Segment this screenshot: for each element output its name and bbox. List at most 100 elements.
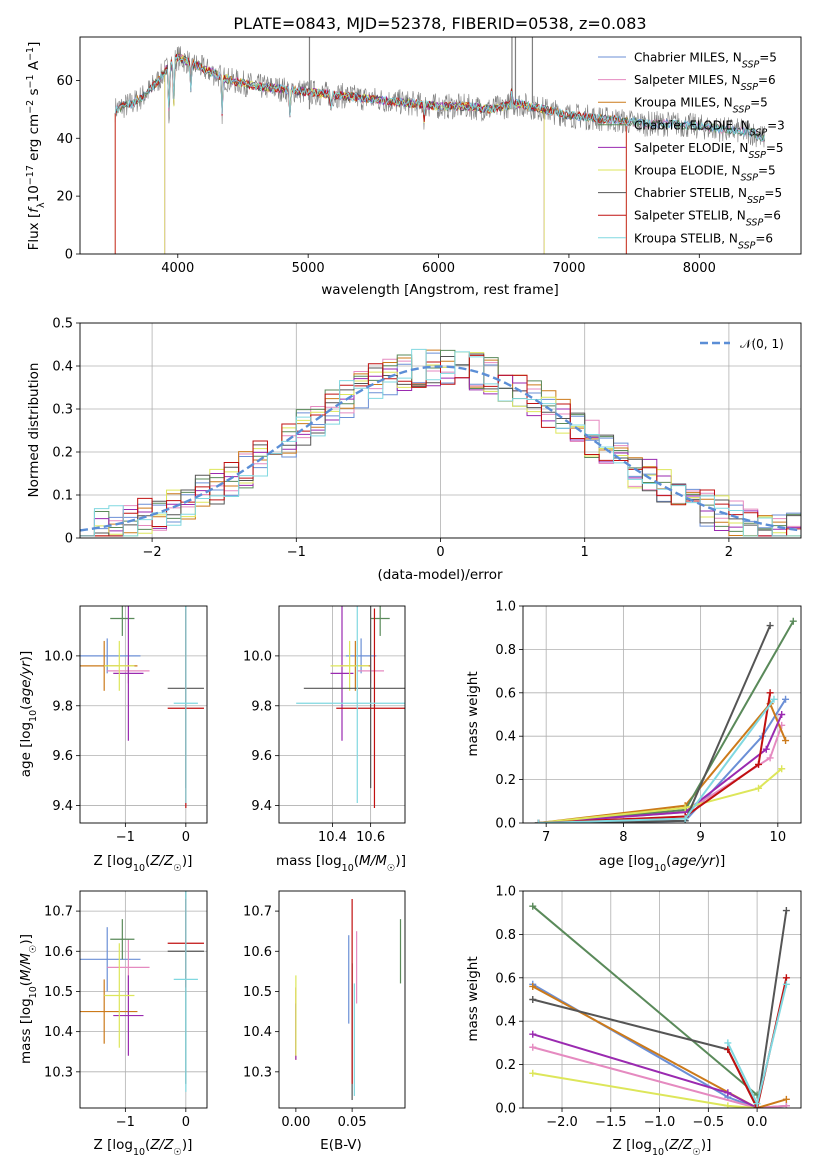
x-tick-label: 8 xyxy=(619,830,627,845)
x-axis-label: age [log10(age/yr)] xyxy=(599,853,725,874)
x-tick-label: 0 xyxy=(182,830,190,845)
y-tick-label: 10.5 xyxy=(44,985,73,1000)
errorbar-ChabrierELODIE xyxy=(370,606,390,636)
y-axis-label: mass [log10(M/M☉)] xyxy=(18,934,39,1064)
y-tick-label: 10.4 xyxy=(44,1025,73,1040)
axes-frame xyxy=(79,605,208,824)
y-tick-label: 9.4 xyxy=(251,799,272,814)
weight-marker xyxy=(766,622,774,630)
errorbar-SalpeterELODIE xyxy=(113,975,144,1056)
y-tick-label: 0.4 xyxy=(52,360,73,375)
x-axis-label: Z [log10(Z/Z☉)] xyxy=(94,853,193,874)
y-tick-label: 0.4 xyxy=(495,730,516,745)
errorbar-KroupaSTELIB xyxy=(173,891,198,1092)
y-tick-label: 60 xyxy=(56,74,73,89)
axes-frame xyxy=(278,605,406,824)
weight-line-ChabrierELODIE xyxy=(532,905,758,1096)
weight-marker xyxy=(724,1102,732,1108)
y-tick-label: 0.0 xyxy=(495,817,516,832)
label-part: =5 xyxy=(764,186,782,200)
x-axis-label: Z [log10(Z/Z☉)] xyxy=(613,1137,712,1158)
x-tick-label: −1 xyxy=(287,545,306,560)
label-part: ☉ xyxy=(173,1147,182,1158)
weight-marker xyxy=(755,784,763,792)
model-line-KroupaSTELIB xyxy=(114,54,765,142)
plot-area xyxy=(80,323,801,538)
axes-frame xyxy=(522,605,802,824)
label-part: Flux [ xyxy=(26,213,42,251)
label-part: age [log xyxy=(599,853,654,869)
errorbar-ChabrierMILES xyxy=(80,927,141,992)
label-part: 10 xyxy=(654,863,666,874)
label-part: =5 xyxy=(759,51,777,65)
errorbar-KroupaSTELIB xyxy=(296,606,405,804)
label-part: 10 xyxy=(28,986,39,998)
x-tick-label: 4000 xyxy=(161,261,194,276)
weight-marker xyxy=(724,1089,732,1097)
legend-label: Kroupa ELODIE, NSSP=5 xyxy=(634,164,776,184)
x-tick-label: 7 xyxy=(542,830,550,845)
x-tick-label: 7000 xyxy=(552,261,585,276)
y-tick-label: 1.0 xyxy=(495,600,516,615)
weight-marker xyxy=(766,689,774,697)
label-part: M/M xyxy=(359,853,387,869)
label-part: Z [log xyxy=(613,1137,652,1153)
label-part: )] xyxy=(18,651,34,662)
y-tick-label: 0.2 xyxy=(495,773,516,788)
label-part: Chabrier ELODIE, N xyxy=(634,118,750,132)
errorbar-ChabrierSTELIB xyxy=(303,606,405,789)
x-tick-label: 0.00 xyxy=(281,1115,310,1130)
label-part: ☉ xyxy=(692,1147,701,1158)
label-part: 10 xyxy=(652,1147,664,1158)
label-part: )] xyxy=(701,1137,712,1153)
label-part: Chabrier STELIB, N xyxy=(634,186,747,200)
label-part: )] xyxy=(182,853,193,869)
label-part: Salpeter STELIB, N xyxy=(634,209,746,223)
errorbar-KroupaSTELIB xyxy=(173,606,198,804)
weight-marker xyxy=(724,1039,732,1047)
weight-marker xyxy=(778,765,786,773)
label-part: =5 xyxy=(758,164,776,178)
label-part: ☉ xyxy=(28,945,39,954)
label-part: ☉ xyxy=(387,863,396,874)
y-tick-label: 10.6 xyxy=(44,945,73,960)
label-part: =5 xyxy=(750,96,768,110)
y-tick-label: 10.3 xyxy=(243,1065,272,1080)
x-tick-label: −0.5 xyxy=(693,1115,725,1130)
label-part: SSP xyxy=(742,59,760,70)
y-tick-label: 1.0 xyxy=(495,885,516,900)
weight-marker xyxy=(789,617,797,625)
plot-area xyxy=(523,606,801,823)
x-axis-label: (data-model)/error xyxy=(377,567,503,583)
weight-marker xyxy=(782,1102,790,1108)
weight-marker xyxy=(755,760,763,768)
x-tick-label: −2 xyxy=(143,545,162,560)
label-part: age/yr xyxy=(18,660,34,705)
weight-line-KroupaELODIE xyxy=(538,767,783,823)
weight-marker xyxy=(529,1043,537,1051)
label-part: f xyxy=(26,206,42,213)
weight-marker xyxy=(782,907,790,915)
legend-label: Salpeter STELIB, NSSP=6 xyxy=(634,209,781,229)
label-part: Z [log xyxy=(94,853,133,869)
panel-age_vs_Z: −1 09.49.69.810.0Z [log10(Z/Z☉)]age [log1… xyxy=(18,605,208,874)
x-tick-label: 6000 xyxy=(422,261,455,276)
x-axis-label: E(B-V) xyxy=(320,1137,362,1153)
weight-line-SalpeterSTELIB xyxy=(538,692,772,823)
plot-area xyxy=(295,899,402,1100)
y-axis-label: age [log10(age/yr)] xyxy=(18,651,39,777)
errorbar-KroupaELODIE xyxy=(104,943,135,1048)
errorbar-KroupaMILES xyxy=(80,979,138,1044)
x-tick-label: 0.0 xyxy=(747,1115,768,1130)
label-part: )] xyxy=(18,934,34,945)
axes-frame xyxy=(79,36,802,255)
legend-label: Chabrier MILES, NSSP=5 xyxy=(634,51,777,71)
x-tick-label: 10 xyxy=(770,830,787,845)
label-part: ( xyxy=(666,853,671,869)
axes-frame xyxy=(79,322,802,539)
x-tick-label: 0 xyxy=(436,545,444,560)
label-part: Chabrier MILES, N xyxy=(634,51,742,65)
label-part: =3 xyxy=(767,118,785,132)
weight-marker xyxy=(529,1069,537,1077)
